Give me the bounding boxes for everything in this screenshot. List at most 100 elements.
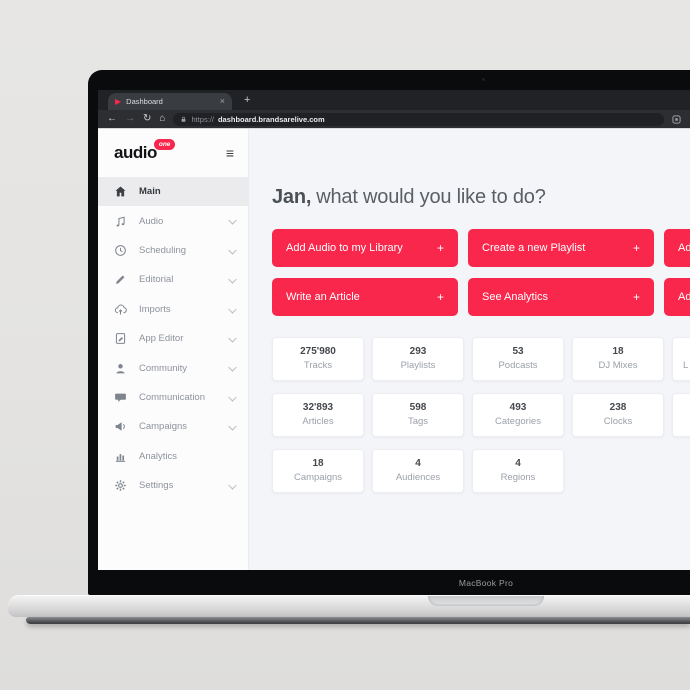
main-content: Jan, what would you like to do? Add Audio… (249, 129, 690, 570)
chat-icon (114, 391, 127, 404)
laptop-base (8, 595, 690, 617)
sidebar-item-editorial[interactable]: Editorial (98, 265, 248, 294)
button-label: Ad (678, 242, 690, 254)
create-playlist-button[interactable]: Create a new Playlist + (468, 229, 654, 267)
button-label: Add Audio to my Library (286, 242, 403, 254)
sidebar-item-analytics[interactable]: Analytics (98, 442, 248, 471)
chevron-down-icon (228, 422, 236, 430)
forward-icon[interactable]: → (125, 113, 135, 124)
stat-label: Regions (500, 472, 536, 483)
sidebar-item-label: Scheduling (139, 244, 187, 256)
button-label: Create a new Playlist (482, 242, 586, 254)
tab-close-icon[interactable]: × (219, 96, 225, 106)
stat-card-podcasts[interactable]: 53 Podcasts (472, 337, 564, 381)
browser-extension-icon[interactable] (672, 114, 681, 124)
stat-label: Clocks (603, 416, 633, 427)
url-host: dashboard.brandsarelive.com (217, 114, 325, 124)
logo-badge: one (153, 139, 176, 150)
browser-tab-dashboard[interactable]: ▶ Dashboard × (108, 93, 232, 110)
sidebar-item-label: App Editor (139, 333, 184, 345)
plus-icon: + (632, 241, 640, 255)
stat-label: Playlists (400, 360, 436, 371)
sidebar-item-communication[interactable]: Communication (98, 383, 248, 412)
stat-label: Tracks (303, 360, 333, 371)
stat-card-audiences[interactable]: 4 Audiences (372, 449, 464, 493)
sidebar-item-imports[interactable]: Imports (98, 295, 248, 324)
sidebar-item-main[interactable]: Main (98, 177, 248, 207)
laptop-lid-notch (428, 596, 544, 606)
home-icon (114, 185, 127, 198)
greeting-name: Jan, (272, 186, 312, 208)
logo-text: audio (114, 143, 157, 162)
stat-value: 293 (409, 346, 427, 357)
sidebar-item-campaigns[interactable]: Campaigns (98, 412, 248, 441)
megaphone-icon (114, 420, 127, 433)
new-tab-button[interactable]: + (244, 94, 251, 106)
quick-actions: Add Audio to my Library + Create a new P… (272, 229, 690, 316)
back-icon[interactable]: ← (107, 113, 117, 124)
cloud-upload-icon (114, 303, 127, 316)
hamburger-menu-icon[interactable]: ≡ (225, 145, 234, 161)
chevron-down-icon (228, 334, 236, 342)
browser-window: ▶ Dashboard × + ← → ↻ ⌂ https:// dashboa… (98, 90, 690, 570)
app-editor-icon (114, 332, 127, 345)
play-icon: ▶ (115, 96, 122, 106)
stat-card-tags[interactable]: 598 Tags (372, 393, 464, 437)
plus-icon: + (436, 241, 444, 255)
stat-card-articles[interactable]: 32'893 Articles (272, 393, 364, 437)
chevron-down-icon (228, 480, 236, 489)
stat-label: DJ Mixes (598, 360, 638, 371)
macbook-pro-label: MacBook Pro (458, 578, 514, 588)
truncated-action-button[interactable]: Ad + (664, 229, 690, 267)
stat-card-clocks[interactable]: 238 Clocks (572, 393, 664, 437)
stat-card-dj-mixes[interactable]: 18 DJ Mixes (572, 337, 664, 381)
stat-card-tracks[interactable]: 275'980 Tracks (272, 337, 364, 381)
webcam-dot (482, 78, 485, 81)
person-icon (114, 362, 127, 375)
audio-one-logo[interactable]: audio one (114, 139, 176, 163)
write-article-button[interactable]: Write an Article + (272, 278, 458, 316)
stat-label: L (683, 360, 689, 371)
stat-value: 18 (312, 458, 324, 469)
chevron-down-icon (228, 245, 236, 254)
sidebar-item-label: Communication (139, 391, 205, 403)
refresh-icon[interactable]: ↻ (143, 113, 152, 124)
sidebar-item-label: Audio (139, 215, 164, 227)
address-bar[interactable]: https:// dashboard.brandsarelive.com (173, 112, 664, 126)
sidebar-item-label: Editorial (139, 274, 174, 286)
sidebar-item-label: Community (139, 362, 188, 374)
app-page: audio one ≡ Main (98, 128, 690, 570)
stat-value: 598 (409, 402, 427, 413)
stat-card-truncated[interactable]: L (672, 337, 690, 381)
music-note-icon (114, 215, 127, 228)
chevron-down-icon (228, 216, 236, 225)
sidebar-item-label: Imports (139, 303, 171, 315)
see-analytics-button[interactable]: See Analytics + (468, 278, 654, 316)
sidebar-item-label: Main (139, 186, 161, 198)
stat-value: 18 (612, 346, 624, 357)
stat-label: Tags (407, 416, 429, 427)
laptop-screen: ▶ Dashboard × + ← → ↻ ⌂ https:// dashboa… (88, 70, 690, 595)
sidebar-item-settings[interactable]: Settings (98, 471, 248, 500)
sidebar-item-label: Analytics (139, 450, 178, 462)
chevron-down-icon (228, 275, 236, 284)
stat-label: Podcasts (498, 360, 538, 371)
stat-card-campaigns[interactable]: 18 Campaigns (272, 449, 364, 493)
sidebar-nav: Main Audio (98, 177, 248, 500)
sidebar-item-scheduling[interactable]: Scheduling (98, 236, 248, 265)
add-audio-button[interactable]: Add Audio to my Library + (272, 229, 458, 267)
home-toolbar-icon[interactable]: ⌂ (159, 113, 166, 124)
stat-value: 493 (509, 402, 527, 413)
stat-card-categories[interactable]: 493 Categories (472, 393, 564, 437)
sidebar-item-app-editor[interactable]: App Editor (98, 324, 248, 353)
stat-card-regions[interactable]: 4 Regions (472, 449, 564, 493)
gear-icon (114, 479, 127, 492)
truncated-action-button[interactable]: Ad + (664, 278, 690, 316)
browser-toolbar: ← → ↻ ⌂ https:// dashboard.brandsarelive… (98, 110, 690, 128)
sidebar-item-community[interactable]: Community (98, 353, 248, 382)
clock-icon (114, 244, 127, 257)
stat-card-playlists[interactable]: 293 Playlists (372, 337, 464, 381)
sidebar-item-audio[interactable]: Audio (98, 206, 248, 235)
stat-card-truncated[interactable] (672, 393, 690, 437)
